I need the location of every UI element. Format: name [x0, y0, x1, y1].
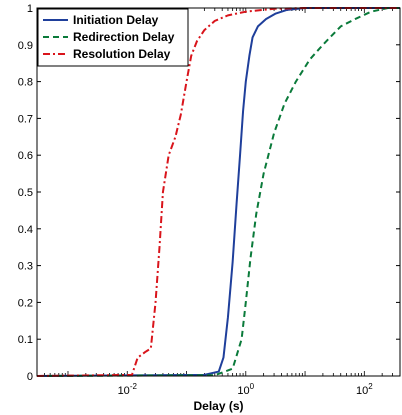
- y-tick-label: 0.3: [18, 261, 33, 273]
- x-axis-ticks: 10-2 100 102: [36, 8, 401, 397]
- series-line-redirection-delay: [36, 7, 400, 377]
- legend-entry-label: Redirection Delay: [73, 30, 175, 44]
- y-tick-label: 0: [27, 371, 33, 383]
- series-lines: [36, 7, 400, 377]
- y-tick-label: 1: [27, 3, 33, 15]
- y-tick-label: 0.5: [18, 187, 33, 199]
- x-axis-label: Delay (s): [193, 399, 243, 413]
- series-line-initiation-delay: [36, 7, 400, 377]
- y-tick-label: 0.8: [18, 77, 33, 89]
- legend-entry-label: Resolution Delay: [73, 47, 171, 61]
- y-tick-label: 0.2: [18, 297, 33, 309]
- series-line-resolution-delay: [36, 7, 400, 377]
- x-tick-label: 10-2: [118, 382, 138, 397]
- legend-entry-label: Initiation Delay: [73, 13, 159, 27]
- y-tick-label: 0.1: [18, 334, 33, 346]
- plot-frame: [36, 7, 401, 377]
- x-tick-label: 100: [237, 382, 254, 397]
- y-tick-label: 0.9: [18, 40, 33, 52]
- x-tick-label: 102: [356, 382, 373, 397]
- y-tick-label: 0.4: [18, 224, 33, 236]
- y-tick-label: 0.7: [18, 113, 33, 125]
- y-tick-label: 0.6: [18, 150, 33, 162]
- legend: Initiation Delay Redirection Delay Resolut…: [37, 8, 189, 67]
